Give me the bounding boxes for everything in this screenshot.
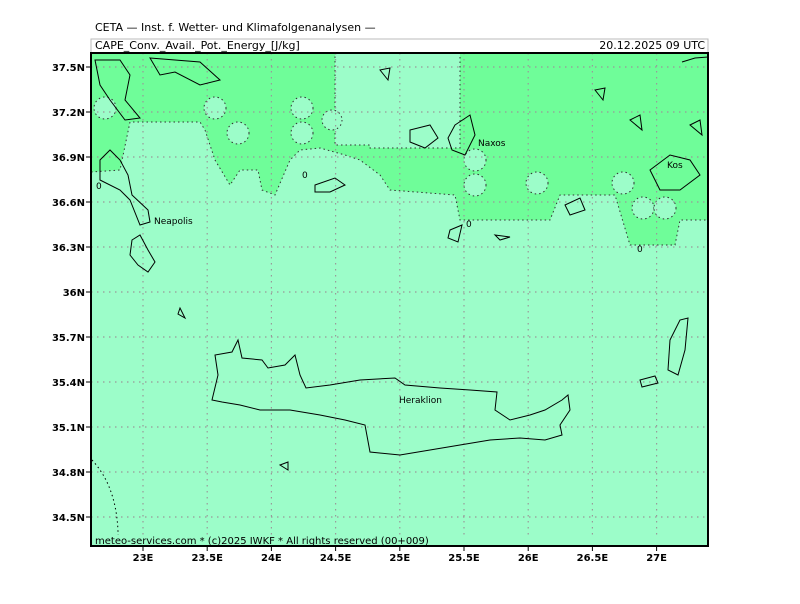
- lat-label: 34.5N: [52, 513, 85, 524]
- lon-label: 27E: [646, 553, 667, 564]
- place-label: Neapolis: [154, 217, 193, 227]
- field-name: CAPE_Conv._Avail._Pot._Energy_[J/kg]: [95, 39, 300, 52]
- contour-holes: [93, 96, 677, 220]
- footer: meteo-services.com * (c)2025 IWKF * All …: [95, 536, 429, 547]
- lon-label: 24E: [261, 553, 282, 564]
- lon-label: 23.5E: [191, 553, 223, 564]
- lon-label: 23E: [133, 553, 154, 564]
- lat-label: 36N: [63, 288, 85, 299]
- header-title: CETA — Inst. f. Wetter- und Klimafolgena…: [95, 21, 376, 34]
- lat-label: 36.6N: [52, 198, 85, 209]
- contour-label: 0: [466, 220, 472, 230]
- contour-label: 0: [302, 171, 308, 181]
- lat-label: 36.3N: [52, 243, 85, 254]
- place-label: Kos: [667, 161, 683, 171]
- lon-label: 26.5E: [577, 553, 609, 564]
- lon-label: 25E: [389, 553, 410, 564]
- valid-time: 20.12.2025 09 UTC: [599, 39, 705, 52]
- map-area: Naxos Kos Neapolis Heraklion 0 0 0 0 met…: [90, 52, 709, 547]
- contour-label: 0: [96, 182, 102, 192]
- lat-label: 35.4N: [52, 378, 85, 389]
- place-label: Naxos: [478, 139, 506, 149]
- lat-label: 35.1N: [52, 423, 85, 434]
- lon-label: 24.5E: [320, 553, 352, 564]
- coastlines: [91, 56, 709, 547]
- lat-label: 36.9N: [52, 153, 85, 164]
- lat-label: 34.8N: [52, 468, 85, 479]
- lat-label: 37.5N: [52, 63, 85, 74]
- lon-label: 26E: [518, 553, 539, 564]
- contour-label: 0: [637, 245, 643, 255]
- footer-bar: [91, 535, 708, 546]
- lat-label: 35.7N: [52, 333, 85, 344]
- lon-label: 25.5E: [448, 553, 480, 564]
- place-label: Heraklion: [399, 396, 442, 406]
- lat-label: 37.2N: [52, 108, 85, 119]
